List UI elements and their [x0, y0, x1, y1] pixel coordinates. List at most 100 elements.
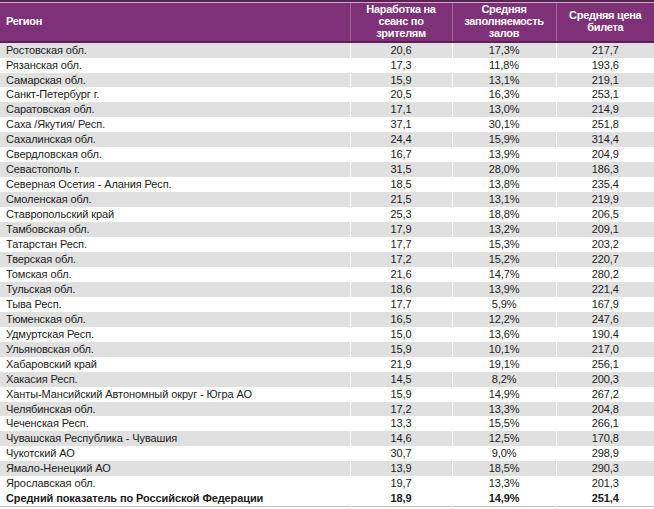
region-cell: Саха /Якутия/ Респ.	[0, 117, 350, 132]
value-cell: 267,2	[556, 387, 654, 402]
region-cell: Самарская обл.	[0, 73, 350, 88]
region-cell: Тыва Респ.	[0, 297, 350, 312]
table-header: Регион Наработка на сеанс по зрителям Ср…	[0, 3, 654, 42]
region-cell: Ямало-Ненецкий АО	[0, 461, 350, 476]
value-cell: 14,7%	[452, 267, 556, 282]
value-cell: 28,0%	[452, 162, 556, 177]
value-cell: 280,2	[556, 267, 654, 282]
region-cell: Тюменская обл.	[0, 312, 350, 327]
table-row: Смоленская обл.21,513,1%219,9	[0, 192, 654, 207]
value-cell: 14,5	[350, 372, 452, 387]
value-cell: 5,9%	[452, 297, 556, 312]
value-cell: 15,9	[350, 387, 452, 402]
table-row: Саха /Якутия/ Респ.37,130,1%251,8	[0, 117, 654, 132]
value-cell: 203,2	[556, 237, 654, 252]
value-cell: 10,1%	[452, 342, 556, 357]
value-cell: 18,9	[350, 491, 452, 506]
region-cell: Челябинская обл.	[0, 402, 350, 417]
value-cell: 18,8%	[452, 207, 556, 222]
value-cell: 19,7	[350, 476, 452, 491]
value-cell: 15,9%	[452, 132, 556, 147]
value-cell: 15,3%	[452, 237, 556, 252]
value-cell: 221,4	[556, 282, 654, 297]
total-row: Средний показатель по Российской Федерац…	[0, 491, 654, 506]
region-cell: Севастополь г.	[0, 162, 350, 177]
region-cell: Ярославская обл.	[0, 476, 350, 491]
value-cell: 25,3	[350, 207, 452, 222]
value-cell: 16,7	[350, 147, 452, 162]
value-cell: 214,9	[556, 102, 654, 117]
value-cell: 13,3%	[452, 476, 556, 491]
value-cell: 18,6	[350, 282, 452, 297]
value-cell: 15,9	[350, 342, 452, 357]
value-cell: 204,9	[556, 147, 654, 162]
region-cell: Тамбовская обл.	[0, 222, 350, 237]
value-cell: 204,8	[556, 402, 654, 417]
value-cell: 298,9	[556, 446, 654, 461]
region-cell: Татарстан Респ.	[0, 237, 350, 252]
value-cell: 18,5%	[452, 461, 556, 476]
value-cell: 193,6	[556, 58, 654, 73]
value-cell: 266,1	[556, 416, 654, 431]
table-row: Чеченская Респ.13,315,5%266,1	[0, 416, 654, 431]
table-row: Ульяновская обл.15,910,1%217,0	[0, 342, 654, 357]
value-cell: 9,0%	[452, 446, 556, 461]
value-cell: 15,5%	[452, 416, 556, 431]
value-cell: 253,1	[556, 87, 654, 102]
value-cell: 251,4	[556, 491, 654, 506]
table-row: Ростовская обл.20,617,3%217,7	[0, 42, 654, 58]
value-cell: 186,3	[556, 162, 654, 177]
value-cell: 12,5%	[452, 431, 556, 446]
value-cell: 31,5	[350, 162, 452, 177]
header-row: Регион Наработка на сеанс по зрителям Ср…	[0, 3, 654, 42]
value-cell: 13,1%	[452, 192, 556, 207]
value-cell: 13,9%	[452, 282, 556, 297]
region-cell: Чукотский АО	[0, 446, 350, 461]
table-row: Ярославская обл.19,713,3%201,3	[0, 476, 654, 491]
region-cell: Сахалинская обл.	[0, 132, 350, 147]
value-cell: 13,1%	[452, 73, 556, 88]
table-row: Тверская обл.17,215,2%220,7	[0, 252, 654, 267]
value-cell: 201,3	[556, 476, 654, 491]
value-cell: 219,9	[556, 192, 654, 207]
region-cell: Средний показатель по Российской Федерац…	[0, 491, 350, 506]
region-cell: Ставропольский край	[0, 207, 350, 222]
region-cell: Рязанская обл.	[0, 58, 350, 73]
value-cell: 217,7	[556, 42, 654, 58]
region-cell: Свердловская обл.	[0, 147, 350, 162]
value-cell: 13,8%	[452, 177, 556, 192]
table-row: Татарстан Респ.17,715,3%203,2	[0, 237, 654, 252]
value-cell: 17,2	[350, 402, 452, 417]
region-cell: Смоленская обл.	[0, 192, 350, 207]
table-row: Тамбовская обл.17,913,2%209,1	[0, 222, 654, 237]
value-cell: 15,9	[350, 73, 452, 88]
region-cell: Северная Осетия - Алания Респ.	[0, 177, 350, 192]
table-row: Самарская обл.15,913,1%219,1	[0, 73, 654, 88]
table-row: Свердловская обл.16,713,9%204,9	[0, 147, 654, 162]
value-cell: 13,3	[350, 416, 452, 431]
column-header-attendance-per-session: Наработка на сеанс по зрителям	[350, 3, 452, 42]
value-cell: 15,2%	[452, 252, 556, 267]
value-cell: 290,3	[556, 461, 654, 476]
column-header-region: Регион	[0, 3, 350, 42]
table-row: Ставропольский край25,318,8%206,5	[0, 207, 654, 222]
table-row: Тюменская обл.16,512,2%247,6	[0, 312, 654, 327]
value-cell: 17,7	[350, 237, 452, 252]
value-cell: 256,1	[556, 357, 654, 372]
table-row: Севастополь г.31,528,0%186,3	[0, 162, 654, 177]
value-cell: 21,6	[350, 267, 452, 282]
data-table: Регион Наработка на сеанс по зрителям Ср…	[0, 3, 654, 507]
value-cell: 220,7	[556, 252, 654, 267]
value-cell: 170,8	[556, 431, 654, 446]
value-cell: 217,0	[556, 342, 654, 357]
value-cell: 17,3	[350, 58, 452, 73]
table-row: Ямало-Ненецкий АО13,918,5%290,3	[0, 461, 654, 476]
table-row: Чувашская Республика - Чувашия14,612,5%1…	[0, 431, 654, 446]
value-cell: 200,3	[556, 372, 654, 387]
region-cell: Хабаровский край	[0, 357, 350, 372]
value-cell: 18,5	[350, 177, 452, 192]
value-cell: 14,6	[350, 431, 452, 446]
region-cell: Чеченская Респ.	[0, 416, 350, 431]
table-row: Саратовская обл.17,113,0%214,9	[0, 102, 654, 117]
value-cell: 209,1	[556, 222, 654, 237]
